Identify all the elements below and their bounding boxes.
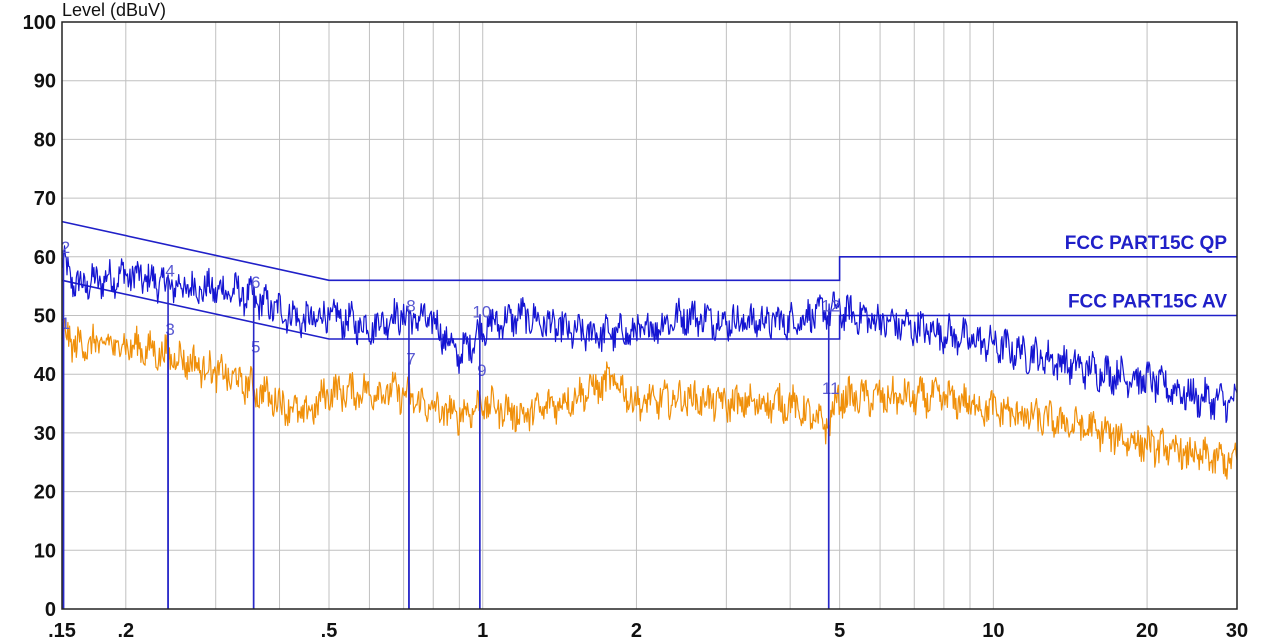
limit-line xyxy=(61,279,1237,340)
marker-label: 9 xyxy=(477,361,486,380)
x-tick-label: 5 xyxy=(834,620,845,642)
y-tick-label: 100 xyxy=(23,12,56,34)
marker-label: 4 xyxy=(165,261,174,280)
y-tick-label: 10 xyxy=(34,540,56,562)
y-tick-label: 0 xyxy=(45,599,56,621)
y-tick-label: 40 xyxy=(34,364,56,386)
marker-label: 1 xyxy=(61,314,70,333)
traces xyxy=(61,245,1238,480)
y-tick-label: 70 xyxy=(34,188,56,210)
x-tick-label: 10 xyxy=(982,620,1004,642)
x-tick-label: .2 xyxy=(117,620,134,642)
y-tick-label: 90 xyxy=(34,71,56,93)
x-tick-label: 30 xyxy=(1226,620,1248,642)
marker-label: 12 xyxy=(821,297,840,316)
marker-label: 10 xyxy=(472,303,491,322)
marker-label: 3 xyxy=(165,320,174,339)
marker-label: 6 xyxy=(251,273,260,292)
y-tick-label: 20 xyxy=(34,482,56,504)
marker-label: 7 xyxy=(406,349,415,368)
x-tick-label: 1 xyxy=(477,620,488,642)
y-tick-label: 60 xyxy=(34,247,56,269)
av-trace xyxy=(61,318,1238,480)
marker-label: 5 xyxy=(251,338,260,357)
limit-line xyxy=(61,220,1237,282)
limit-lines: FCC PART15C QP FCC PART15C AV xyxy=(61,220,1237,340)
marker-label: 11 xyxy=(822,379,840,398)
qp-trace xyxy=(61,245,1238,424)
marker-label: 8 xyxy=(406,297,415,316)
x-tick-label: .5 xyxy=(321,620,338,642)
y-tick-label: 30 xyxy=(34,423,56,445)
y-tick-label: 50 xyxy=(34,306,56,328)
y-axis-label: Level (dBuV) xyxy=(62,0,166,20)
x-tick-label: 20 xyxy=(1136,620,1158,642)
x-tick-label: 2 xyxy=(631,620,642,642)
limit-label: FCC PART15C AV xyxy=(1068,292,1227,313)
limit-label: FCC PART15C QP xyxy=(1065,233,1228,254)
y-tick-label: 80 xyxy=(34,129,56,151)
x-tick-label: .15 xyxy=(48,620,76,642)
marker-label: 2 xyxy=(61,238,70,257)
plot-frame xyxy=(61,21,1238,610)
